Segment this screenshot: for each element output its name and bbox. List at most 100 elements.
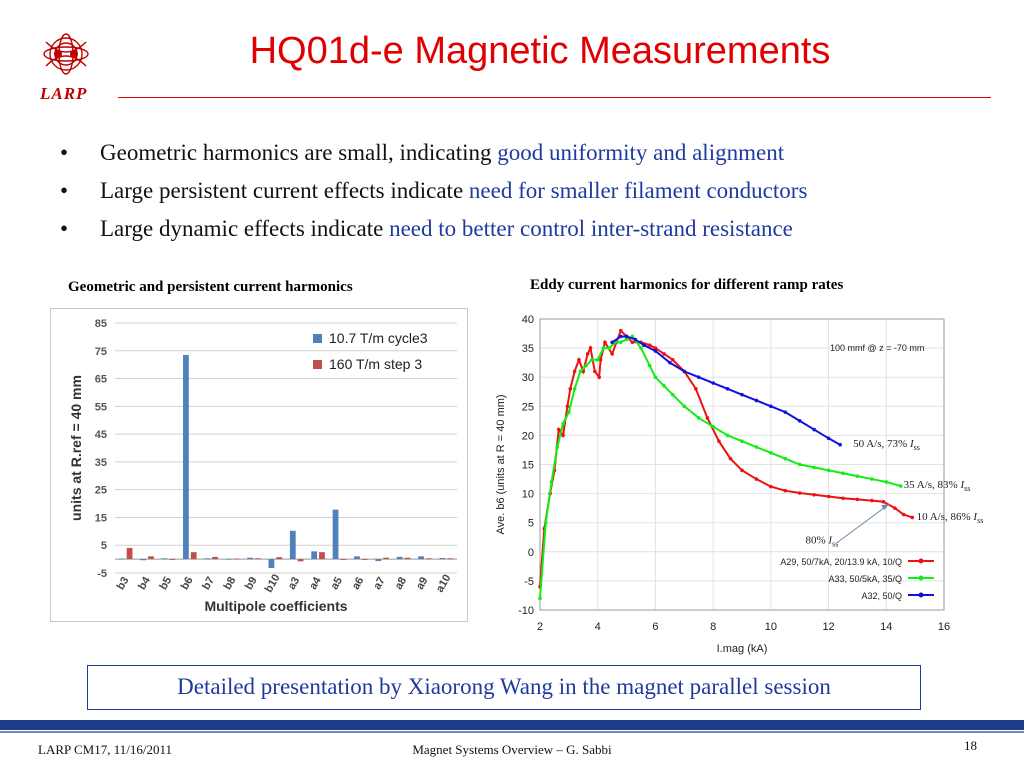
bullet-item: • Geometric harmonics are small, indicati… [60,136,807,174]
bar-b7-cycle3 [204,558,211,560]
x-tick-label: a10 [434,573,454,595]
data-point [740,468,744,473]
x-tick-label: 12 [822,621,834,633]
data-point [901,512,906,517]
curve-label: 50 A/s, 73% Iss [853,438,920,452]
data-point [725,433,730,438]
bar-a7-cycle3 [375,559,382,562]
y-tick-label: -5 [97,568,107,580]
bar-b9-step3 [254,558,261,560]
bar-a10-step3 [447,558,454,560]
x-tick-label: a8 [393,575,410,592]
y-tick-label: -5 [524,576,534,588]
bar-b9-cycle3 [247,557,253,560]
curve-label-text: 80% [805,535,828,547]
data-point [754,445,759,449]
curve-label: 80% Iss [805,535,838,549]
data-point [561,433,565,438]
bullet-highlight: need for smaller filament conductors [468,178,808,203]
larp-logo [43,33,89,75]
bar-a5-step3 [340,559,347,560]
x-tick-label: a5 [329,575,346,592]
data-point [797,491,802,495]
bar-b5-step3 [169,559,176,560]
bullet-item: • Large dynamic effects indicate need to … [60,212,807,250]
data-point [682,404,687,409]
x-tick-label: 2 [537,621,543,633]
y-tick-label: 25 [95,485,107,497]
data-point [565,404,570,409]
data-point [769,404,773,409]
curve-label-subscript: ss [977,516,983,525]
y-tick-label: 5 [101,540,107,552]
data-point [630,340,635,345]
series-3 [610,334,842,447]
chart-annotation: 100 mmf @ z = -70 mm [830,343,924,353]
data-point [783,488,788,493]
legend-label: 160 T/m step 3 [329,356,422,372]
bar-a3-cycle3 [289,530,296,560]
bar-chart-panel: -5 5 15 25 35 45 55 65 75 85 b3 b4 b5 b6 b7 b8 b9 b10 a3 a4… [50,308,468,622]
y-tick-label: 45 [95,429,107,441]
data-point [725,387,730,391]
series-2 [538,334,903,601]
x-tick-label: 8 [710,621,716,633]
right-chart-caption: Eddy current harmonics for different ram… [530,277,844,293]
series-1 [538,328,915,589]
data-point [884,480,889,484]
curve-label-text: 35 A/s, 83% [904,479,961,491]
curve-label-symbol: I [827,535,833,547]
bar-b4-step3 [148,556,154,560]
data-point [841,496,845,501]
data-point [670,357,675,362]
x-tick-label: b5 [157,575,174,592]
data-point [670,392,675,397]
bullet-text: Geometric harmonics are small, indicatin… [100,140,498,165]
bar-b5-cycle3 [161,558,168,560]
line-chart: -10 -5 0 5 10 15 20 25 30 35 40 2 4 6 8 10 12 14 16 I.mag (… [495,314,983,655]
logo-text: LARP [40,84,88,103]
bullet-dot-icon: • [60,216,69,241]
data-point [584,363,588,368]
data-point [624,337,629,342]
legend-swatch [313,360,322,369]
x-axis-title: I.mag (kA) [717,643,768,655]
legend-label: A33, 50/5kA, 35/Q [828,574,902,584]
bar-a10-cycle3 [439,558,446,560]
data-point [653,346,658,350]
data-point [682,369,687,374]
data-point [826,468,831,473]
y-tick-label: 85 [95,318,107,330]
x-tick-label: a7 [371,575,388,592]
data-point [572,369,577,374]
series-line [539,335,901,599]
data-point [711,424,715,429]
data-point [597,375,601,379]
y-tick-label: 15 [95,512,107,524]
slide-title: HQ01d-e Magnetic Measurements [249,30,831,72]
data-point [593,369,597,374]
x-tick-label: b10 [263,572,283,594]
bar-a7-step3 [383,557,389,560]
bar-a3-step3 [297,559,304,562]
curve-label-subscript: ss [964,484,970,493]
x-tick-label: a4 [307,574,324,591]
data-point [797,419,802,423]
bar-b7-step3 [212,556,218,560]
data-point [653,349,658,353]
data-point [812,465,816,470]
data-point [893,506,897,510]
plot-frame [539,318,945,611]
data-point [855,497,860,502]
legend-marker [918,575,924,581]
data-point [567,410,571,414]
session-note: Detailed presentation by Xiaorong Wang i… [87,665,921,710]
y-tick-label: -10 [518,605,534,617]
title-divider [118,97,991,98]
x-tick-label: 4 [595,621,601,633]
y-tick-label: 15 [522,460,534,472]
bullet-highlight: need to better control inter-strand resi… [389,216,793,241]
data-point [754,398,759,403]
series-line [611,335,841,446]
data-point [668,360,672,365]
